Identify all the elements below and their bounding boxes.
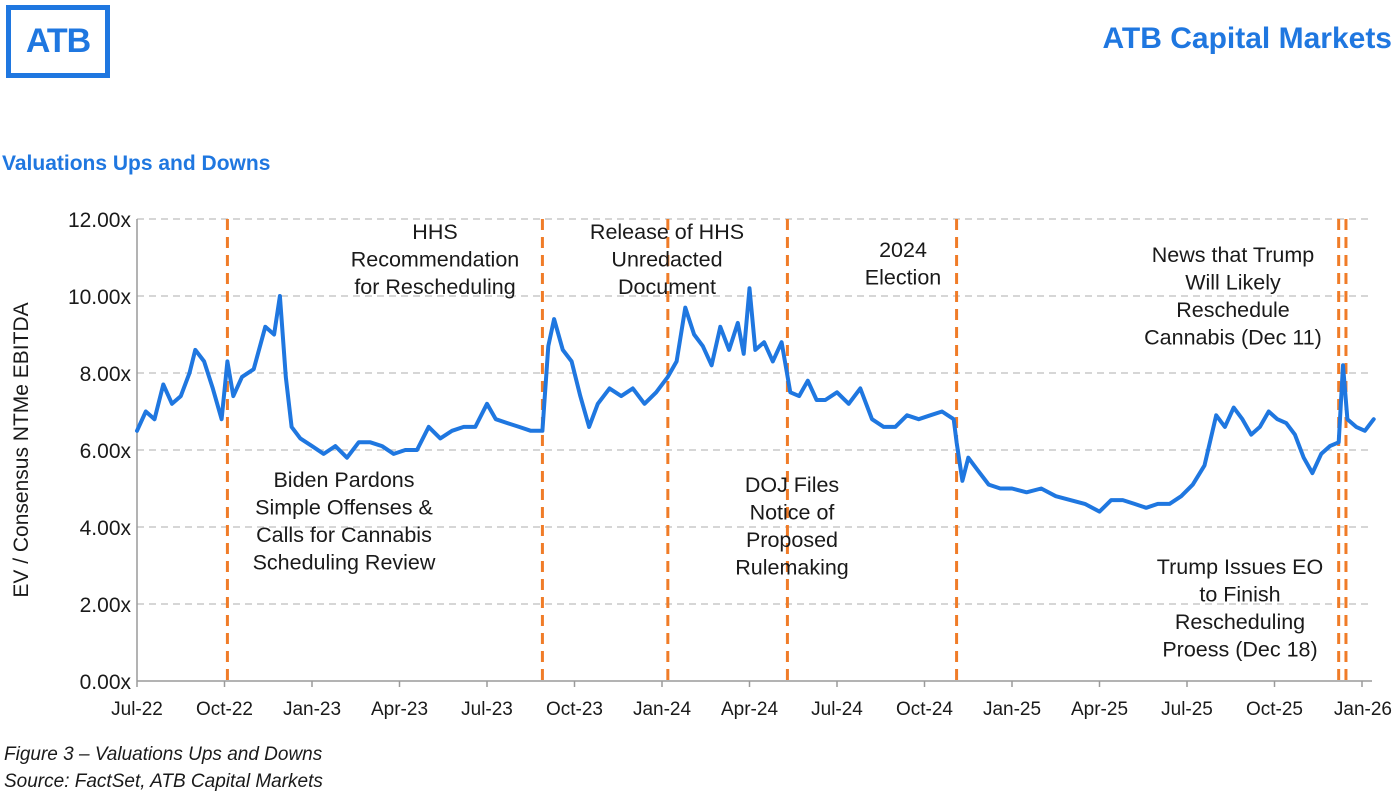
annotation-eo: Trump Issues EO to Finish Rescheduling Proe…	[1157, 555, 1323, 662]
x-tick-label: Jan-25	[983, 699, 1041, 720]
x-tick-label: Apr-25	[1071, 699, 1128, 720]
x-tick-label: Jan-26	[1334, 699, 1392, 720]
x-tick-label: Apr-24	[721, 699, 778, 720]
x-tick-label: Apr-23	[371, 699, 428, 720]
figure-caption: Figure 3 – Valuations Ups and Downs	[4, 744, 323, 765]
source-caption: Source: FactSet, ATB Capital Markets	[4, 771, 323, 792]
annotation-release: Release of HHS Unredacted Document	[590, 220, 744, 299]
y-tick-label: 8.00x	[80, 363, 132, 386]
y-tick-label: 0.00x	[80, 671, 132, 694]
x-tick-label: Oct-24	[896, 699, 953, 720]
y-axis-label: EV / Consensus NTMe EBITDA	[10, 302, 33, 597]
series-line	[135, 286, 1376, 514]
x-tick-label: Oct-23	[546, 699, 603, 720]
x-tick-label: Oct-22	[196, 699, 253, 720]
y-tick-label: 10.00x	[68, 286, 132, 309]
x-tick-label: Oct-25	[1246, 699, 1303, 720]
annotation-doj: DOJ Files Notice of Proposed Rulemaking	[735, 473, 849, 580]
brand-name: ATB Capital Markets	[1102, 22, 1392, 55]
x-tick-label: Jul-24	[811, 699, 863, 720]
annotation-biden: Biden Pardons Simple Offenses & Calls for …	[253, 468, 436, 575]
y-tick-label: 2.00x	[80, 594, 132, 617]
atb-logo: ATB	[6, 5, 110, 78]
chart-title: Valuations Ups and Downs	[2, 152, 271, 175]
y-tick-label: 4.00x	[80, 517, 132, 540]
annotation-hhs: HHS Recommendation for Rescheduling	[351, 220, 520, 299]
annotation-election: 2024 Election	[865, 238, 942, 290]
y-tick-label: 12.00x	[68, 209, 132, 232]
annotation-news: News that Trump Will Likely Reschedule Cann…	[1144, 243, 1322, 350]
x-tick-label: Jul-25	[1161, 699, 1213, 720]
x-tick-label: Jan-24	[633, 699, 692, 720]
logo-text: ATB	[25, 22, 91, 60]
y-tick-label: 6.00x	[80, 440, 132, 463]
x-tick-label: Jul-23	[461, 699, 513, 720]
x-tick-label: Jul-22	[111, 699, 163, 720]
x-tick-label: Jan-23	[283, 699, 341, 720]
